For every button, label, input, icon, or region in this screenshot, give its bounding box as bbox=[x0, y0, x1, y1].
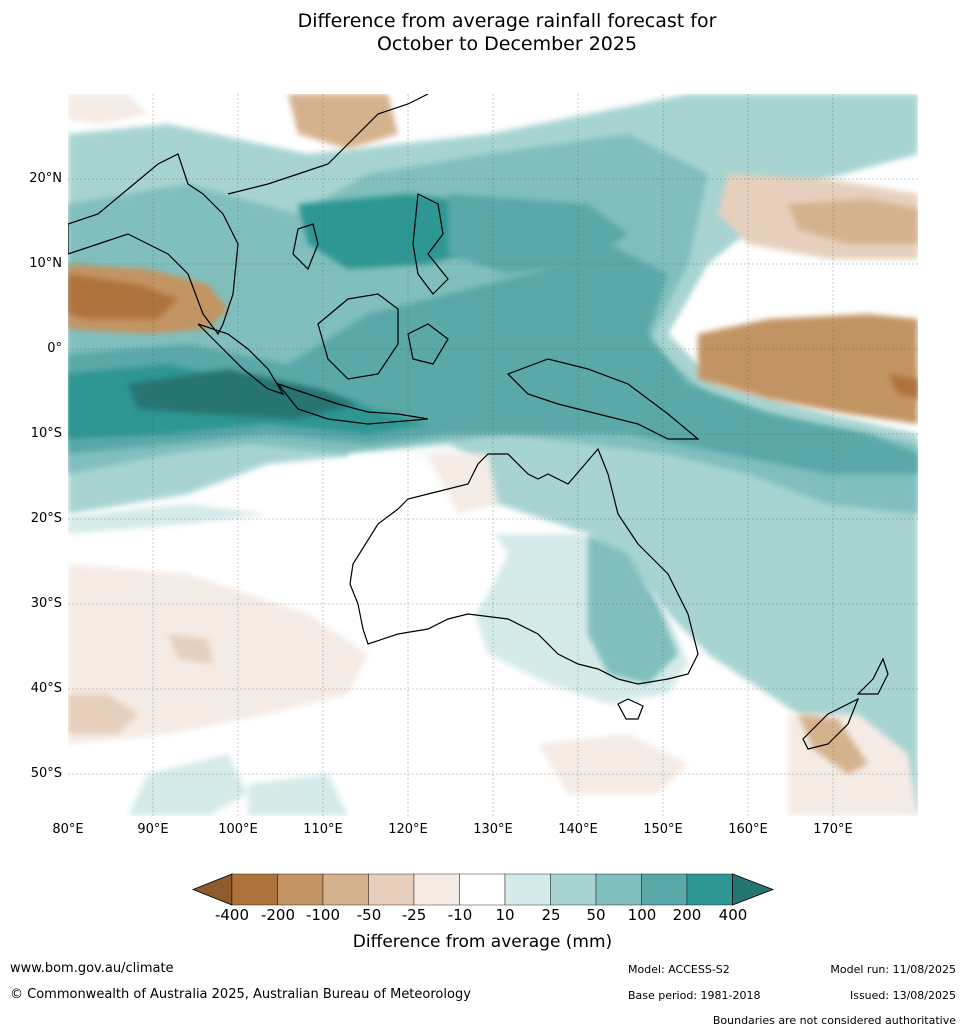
title-line-2: October to December 2025 bbox=[376, 33, 638, 55]
colorbar-bin bbox=[550, 873, 597, 906]
map-title: Difference from average rainfall forecas… bbox=[0, 10, 965, 56]
lat-label-10s: 10°S bbox=[30, 426, 62, 441]
lon-label-170e: 170°E bbox=[813, 822, 853, 837]
colorbar-tick: -10 bbox=[447, 906, 473, 924]
new-zealand-north-coastline bbox=[856, 657, 889, 695]
colorbar-tick: 100 bbox=[627, 906, 657, 924]
footer-issued: Issued: 13/08/2025 bbox=[849, 989, 956, 1002]
tasmania-coastline bbox=[617, 698, 644, 720]
colorbar-bin bbox=[504, 873, 551, 906]
colorbar-bin bbox=[459, 873, 506, 906]
colorbar-tick: 400 bbox=[718, 906, 748, 924]
lat-label-50s: 50°S bbox=[30, 766, 62, 781]
colorbar-tick: 50 bbox=[586, 906, 606, 924]
footer-disclaimer: Boundaries are not considered authoritat… bbox=[712, 1014, 956, 1027]
colorbar bbox=[191, 873, 775, 906]
lon-label-120e: 120°E bbox=[388, 822, 428, 837]
colorbar-label: Difference from average (mm) bbox=[352, 932, 613, 952]
lat-label-30s: 30°S bbox=[30, 596, 62, 611]
new-zealand-south-coastline bbox=[802, 697, 860, 750]
new-guinea-coastline bbox=[506, 358, 700, 440]
colorbar-tick: 25 bbox=[541, 906, 561, 924]
colorbar-bin bbox=[595, 873, 642, 906]
colorbar-tick: -400 bbox=[214, 906, 250, 924]
lon-label-100e: 100°E bbox=[218, 822, 258, 837]
lon-label-80e: 80°E bbox=[52, 822, 84, 837]
lat-label-40s: 40°S bbox=[30, 681, 62, 696]
lat-label-20s: 20°S bbox=[30, 511, 62, 526]
coastlines bbox=[68, 94, 889, 750]
lat-label-20n: 20°N bbox=[29, 171, 62, 186]
colorbar-bin bbox=[641, 873, 688, 906]
china-coastline bbox=[227, 94, 429, 195]
asia-mainland-coastline bbox=[68, 153, 239, 336]
lon-label-130e: 130°E bbox=[473, 822, 513, 837]
colorbar-tick: -100 bbox=[305, 906, 341, 924]
footer-base-period: Base period: 1981-2018 bbox=[628, 989, 761, 1002]
lon-label-110e: 110°E bbox=[303, 822, 343, 837]
footer-copyright: © Commonwealth of Australia 2025, Austra… bbox=[10, 987, 471, 1002]
colorbar-tick: 200 bbox=[672, 906, 702, 924]
colorbar-bin bbox=[368, 873, 415, 906]
sulawesi-coastline bbox=[407, 323, 449, 365]
colorbar-tick: -25 bbox=[401, 906, 427, 924]
colorbar-bin bbox=[686, 873, 733, 906]
lon-label-140e: 140°E bbox=[558, 822, 598, 837]
graticule bbox=[68, 94, 918, 816]
lat-label-10n: 10°N bbox=[29, 256, 62, 271]
philippines-coastline bbox=[412, 193, 449, 295]
lat-label-0: 0° bbox=[47, 341, 62, 356]
rainfall-map bbox=[68, 94, 918, 816]
lon-label-160e: 160°E bbox=[728, 822, 768, 837]
footer-url: www.bom.gov.au/climate bbox=[10, 961, 174, 976]
colorbar-tick: -200 bbox=[260, 906, 296, 924]
footer-model-run: Model run: 11/08/2025 bbox=[830, 963, 956, 976]
australia-coastline bbox=[349, 447, 699, 685]
colorbar-tick: 10 bbox=[495, 906, 515, 924]
colorbar-bin bbox=[277, 873, 324, 906]
colorbar-bin bbox=[413, 873, 460, 906]
colorbar-bin bbox=[322, 873, 369, 906]
sumatra-coastline bbox=[197, 323, 285, 396]
colorbar-extend-low bbox=[191, 873, 233, 906]
colorbar-extend-high bbox=[732, 873, 775, 906]
colorbar-tick: -50 bbox=[356, 906, 382, 924]
borneo-coastline bbox=[317, 293, 399, 380]
vietnam-coastline bbox=[292, 223, 319, 271]
colorbar-bin bbox=[231, 873, 278, 906]
lon-label-90e: 90°E bbox=[137, 822, 169, 837]
title-line-1: Difference from average rainfall forecas… bbox=[297, 10, 717, 32]
footer-model: Model: ACCESS-S2 bbox=[628, 963, 730, 976]
lon-label-150e: 150°E bbox=[643, 822, 683, 837]
